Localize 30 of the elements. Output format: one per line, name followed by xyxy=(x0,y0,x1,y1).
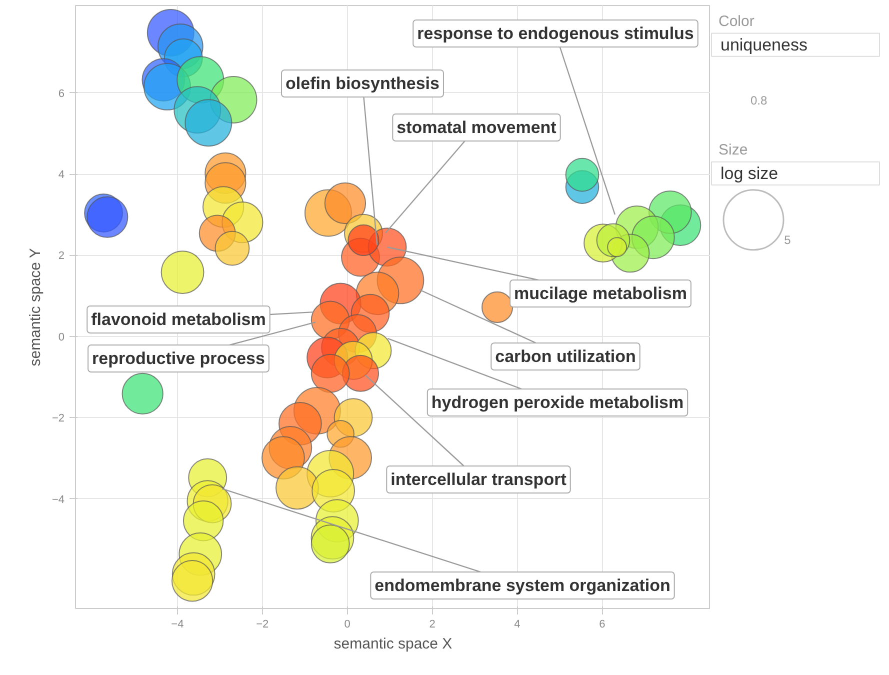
legend-label: 5 xyxy=(784,233,792,248)
x-tick-label: 4 xyxy=(514,618,520,630)
y-tick-label: −2 xyxy=(52,412,65,425)
y-tick-label: 0 xyxy=(58,331,65,344)
annotation: response to endogenous stimulus xyxy=(417,24,694,43)
annotation: mucilage metabolism xyxy=(514,284,687,303)
text: Color xyxy=(718,13,754,30)
text: 0.8 xyxy=(750,94,768,108)
y-tick-label: 2 xyxy=(58,250,65,262)
x-tick-label: −2 xyxy=(256,618,269,630)
annotation: carbon utilization xyxy=(495,347,636,366)
x-tick-label: 2 xyxy=(429,618,436,630)
y-tick-label: 4 xyxy=(58,169,65,182)
annotation: endomembrane system organization xyxy=(374,576,670,595)
annotation: stomatal movement xyxy=(396,118,557,137)
text: Size xyxy=(718,142,748,159)
y-tick-label: −4 xyxy=(52,494,65,506)
x-tick-label: 0 xyxy=(344,618,350,630)
annotation: reproductive process xyxy=(92,349,265,368)
color-bar-title: uniqueness xyxy=(720,35,808,54)
y-axis-title: semantic space Y xyxy=(26,248,44,366)
annotation: hydrogen peroxide metabolism xyxy=(431,393,684,412)
text: log size xyxy=(720,164,778,183)
x-tick-label: 6 xyxy=(599,618,606,630)
annotation: intercellular transport xyxy=(390,470,567,489)
y-tick-label: 6 xyxy=(58,88,65,100)
annotation: flavonoid metabolism xyxy=(91,310,266,329)
x-axis-title: semantic space X xyxy=(334,636,452,652)
annotation: olefin biosynthesis xyxy=(286,74,440,93)
x-tick-label: −4 xyxy=(171,618,184,630)
